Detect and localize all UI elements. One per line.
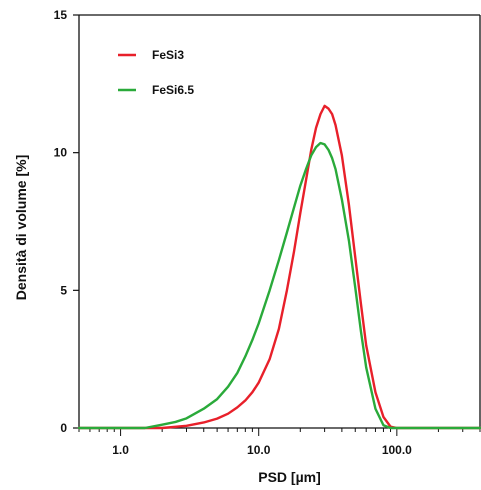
y-tick-label: 10: [54, 146, 68, 160]
x-axis-title: PSD [µm]: [258, 469, 321, 485]
y-tick-label: 0: [60, 421, 67, 435]
x-tick-label: 10.0: [247, 443, 271, 457]
y-tick-label: 5: [60, 283, 67, 297]
ticks: 0 5 10 15 1.0 10.0 100.0: [54, 8, 481, 457]
x-tick-label: 1.0: [112, 443, 129, 457]
axes: [78, 14, 481, 429]
legend: FeSi3 FeSi6.5: [118, 48, 194, 97]
series-lines: [77, 104, 481, 430]
legend-label: FeSi3: [152, 48, 184, 62]
y-tick-label: 15: [54, 8, 68, 22]
x-tick-label: 100.0: [382, 443, 412, 457]
series-line-fesi6-5: [77, 141, 481, 430]
series-line-fesi3: [77, 104, 481, 430]
y-axis-title: Densità di volume [%]: [13, 155, 29, 300]
legend-label: FeSi6.5: [152, 83, 194, 97]
